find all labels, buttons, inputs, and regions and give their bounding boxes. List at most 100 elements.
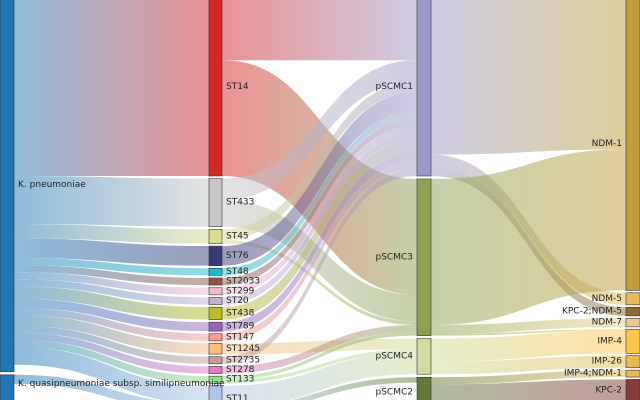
link-kp-to-ST11[interactable]	[14, 346, 209, 400]
link-pSCMC3-to-NDM-1[interactable]	[431, 149, 626, 325]
node-st147[interactable]	[208, 333, 223, 342]
node-label-ndm-5: NDM-5	[592, 294, 622, 304]
link-ST11-to-pSCMC2[interactable]	[222, 377, 417, 400]
node-label-st48: ST48	[226, 267, 249, 277]
node-st14[interactable]	[208, 0, 223, 177]
node-st76[interactable]	[208, 245, 223, 266]
node-pscmc1[interactable]	[416, 0, 432, 177]
node-ndm-5[interactable]	[625, 292, 640, 306]
link-ST133-to-pSCMC4[interactable]	[222, 349, 417, 384]
node-st133[interactable]	[208, 375, 223, 384]
node-st11[interactable]	[208, 385, 223, 400]
node-pscmc3[interactable]	[416, 178, 432, 336]
link-ST48-to-pSCMC1[interactable]	[222, 111, 417, 276]
link-kp-to-ST147[interactable]	[14, 307, 209, 341]
link-ST45-to-pSCMC1[interactable]	[222, 81, 417, 240]
node-st48[interactable]	[208, 267, 223, 276]
node-label-imp-26: IMP-26	[592, 357, 623, 367]
node-ndm-7[interactable]	[625, 317, 640, 328]
link-kp-to-ST14[interactable]	[14, 0, 209, 177]
link-pSCMC2-to-IMP-4;NDM-1[interactable]	[431, 370, 626, 385]
node-label-pscmc3: pSCMC3	[376, 252, 414, 262]
node-kpc-2[interactable]	[625, 379, 640, 400]
node-label-imp-4: IMP-4	[597, 336, 622, 346]
node-label-st299: ST299	[226, 286, 255, 296]
node-label-st278: ST278	[226, 365, 255, 375]
link-ST11-to-pSCMC4[interactable]	[222, 352, 417, 400]
link-kp-to-ST278[interactable]	[14, 332, 209, 374]
link-pSCMC1-to-NDM-1[interactable]	[431, 0, 626, 155]
node-pscmc4[interactable]	[416, 338, 432, 375]
node-st433[interactable]	[208, 178, 223, 227]
flow-links	[14, 0, 626, 400]
node-st278[interactable]	[208, 366, 223, 374]
node-st789[interactable]	[208, 321, 223, 332]
link-ST438-to-pSCMC1[interactable]	[222, 140, 417, 320]
node-pscmc2[interactable]	[416, 376, 432, 400]
link-ST76-to-pSCMC1[interactable]	[222, 92, 417, 266]
node-kq[interactable]	[0, 374, 15, 400]
node-label-st20: ST20	[226, 296, 249, 306]
link-ST20-to-pSCMC1[interactable]	[222, 133, 417, 305]
link-kp-to-ST789[interactable]	[14, 298, 209, 332]
node-label-st76: ST76	[226, 251, 249, 261]
link-kp-to-ST20[interactable]	[14, 279, 209, 305]
node-label-pscmc1: pSCMC1	[376, 82, 414, 92]
node-label-kpc-2-ndm-5: KPC-2;NDM-5	[562, 307, 622, 317]
node-st1245[interactable]	[208, 343, 223, 355]
link-ST45-to-pSCMC3[interactable]	[222, 239, 417, 325]
node-imp-26[interactable]	[625, 355, 640, 369]
node-st2033[interactable]	[208, 277, 223, 286]
link-kp-to-ST438[interactable]	[14, 286, 209, 320]
link-kp-to-ST1245[interactable]	[14, 314, 209, 355]
link-kp-to-ST133[interactable]	[14, 339, 209, 384]
node-kpc-2-ndm-5[interactable]	[625, 306, 640, 317]
node-label-imp-4-ndm-1: IMP-4;NDM-1	[564, 369, 622, 379]
link-kp-to-ST45[interactable]	[14, 224, 209, 244]
node-label-st433: ST433	[226, 198, 254, 208]
link-ST433-to-pSCMC1[interactable]	[222, 60, 417, 200]
node-imp-4[interactable]	[625, 328, 640, 354]
node-label-st133: ST133	[226, 375, 254, 385]
node-imp-4-ndm-1[interactable]	[625, 369, 640, 378]
link-ST789-to-pSCMC1[interactable]	[222, 152, 417, 332]
node-st438[interactable]	[208, 306, 223, 320]
node-label-st2033: ST2033	[226, 277, 260, 287]
link-kq-to-ST11[interactable]	[14, 374, 209, 400]
node-ndm-1[interactable]	[625, 0, 640, 291]
link-pSCMC2-to-KPC-2[interactable]	[431, 379, 626, 400]
link-kp-to-ST76[interactable]	[14, 238, 209, 266]
node-st20[interactable]	[208, 297, 223, 305]
link-pSCMC3-to-NDM-7[interactable]	[431, 318, 626, 334]
node-label-st1245: ST1245	[226, 344, 260, 354]
node-label-st45: ST45	[226, 231, 249, 241]
link-ST147-to-pSCMC1[interactable]	[222, 161, 417, 341]
link-ST133-to-pSCMC3[interactable]	[222, 332, 417, 380]
node-label-pscmc4: pSCMC4	[376, 351, 414, 361]
link-ST278-to-pSCMC3[interactable]	[222, 324, 417, 374]
link-ST299-to-pSCMC1[interactable]	[222, 126, 417, 295]
node-label-st11: ST11	[226, 394, 249, 400]
node-st45[interactable]	[208, 228, 223, 244]
link-pSCMC4-to-IMP-26[interactable]	[431, 355, 626, 375]
link-ST2735-to-pSCMC1[interactable]	[222, 168, 417, 364]
link-kp-to-ST2735[interactable]	[14, 325, 209, 364]
node-label-st438: ST438	[226, 308, 255, 318]
link-kp-to-ST433[interactable]	[14, 176, 209, 227]
link-pSCMC3-to-IMP-4[interactable]	[431, 329, 626, 336]
node-st2735[interactable]	[208, 356, 223, 365]
link-kp-to-ST2033[interactable]	[14, 265, 209, 286]
node-label-st789: ST789	[226, 322, 255, 332]
link-kp-to-ST48[interactable]	[14, 257, 209, 276]
node-st299[interactable]	[208, 287, 223, 296]
node-label-kq: K. quasipneumoniae subsp. similipneumoni…	[18, 379, 225, 389]
node-label-ndm-7: NDM-7	[592, 318, 622, 328]
link-kp-to-ST299[interactable]	[14, 272, 209, 295]
link-pSCMC4-to-IMP-4[interactable]	[431, 330, 626, 362]
node-kp[interactable]	[0, 0, 15, 373]
link-ST2033-to-pSCMC1[interactable]	[222, 119, 417, 286]
link-ST14-to-pSCMC1[interactable]	[222, 0, 417, 61]
